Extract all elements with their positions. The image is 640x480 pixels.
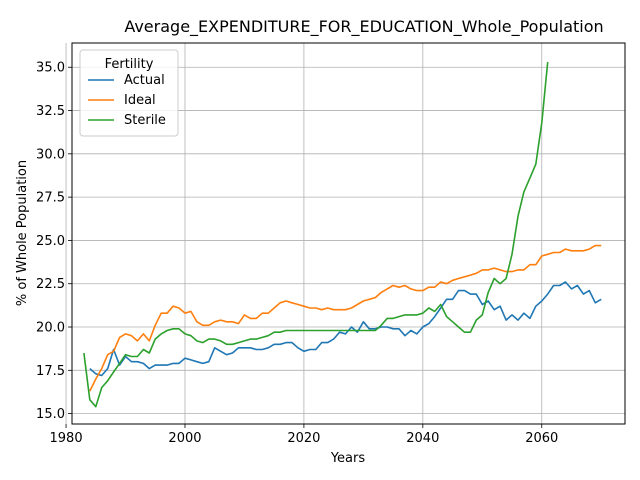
x-tick-label: 1980	[50, 431, 83, 446]
chart-title: Average_EXPENDITURE_FOR_EDUCATION_Whole_…	[124, 17, 603, 37]
series-line-ideal	[89, 244, 602, 392]
legend-label-sterile: Sterile	[124, 113, 166, 128]
y-tick-label: 30.0	[36, 147, 65, 162]
series-line-actual	[89, 281, 602, 377]
y-axis: 15.0 17.5 20.0 22.5 25.0 27.5 30.0 32.5 35.0	[36, 61, 72, 422]
x-tick-label: 2060	[525, 431, 558, 446]
y-tick-label: 15.0	[36, 407, 65, 422]
y-tick-label: 35.0	[36, 61, 65, 76]
legend-label-ideal: Ideal	[124, 93, 156, 108]
x-tick-label: 2040	[406, 431, 439, 446]
legend: Fertility Actual Ideal Sterile	[79, 49, 179, 137]
legend-box	[79, 49, 179, 137]
legend-title: Fertility	[105, 57, 154, 72]
y-axis-label: % of Whole Population	[15, 160, 30, 306]
y-tick-label: 17.5	[36, 364, 65, 379]
y-tick-label: 25.0	[36, 234, 65, 249]
series-lines	[83, 62, 602, 408]
plot-frame	[71, 42, 626, 425]
legend-label-actual: Actual	[124, 73, 165, 88]
y-tick-label: 22.5	[36, 277, 65, 292]
y-tick-label: 27.5	[36, 191, 65, 206]
x-tick-label: 2000	[168, 431, 201, 446]
x-axis: 1980 2000 2020 2040 2060	[50, 424, 558, 446]
x-axis-label: Years	[330, 451, 366, 466]
y-tick-label: 20.0	[36, 321, 65, 336]
grid	[65, 43, 625, 424]
y-tick-label: 32.5	[36, 104, 65, 119]
series-line-sterile	[83, 62, 549, 408]
x-tick-label: 2020	[287, 431, 320, 446]
